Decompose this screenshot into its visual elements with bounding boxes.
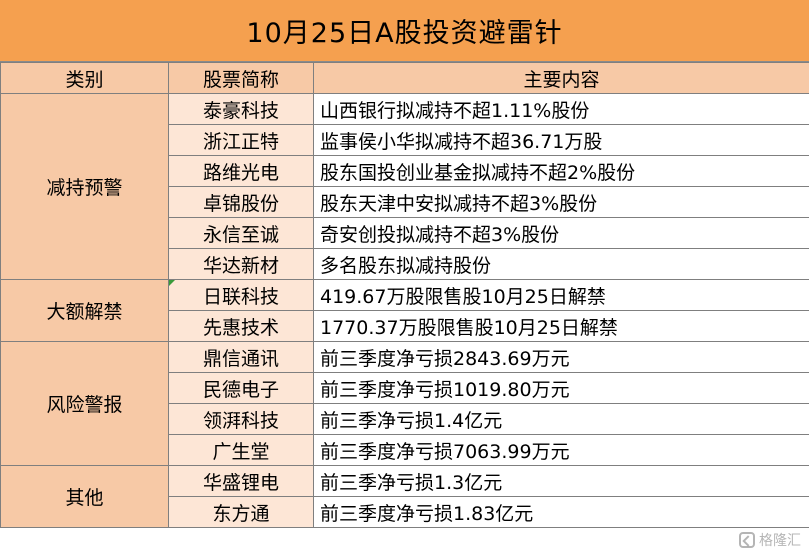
- category-cell: 大额解禁: [0, 279, 169, 342]
- table-row: 华达新材 多名股东拟减持股份: [1, 248, 809, 280]
- watermark-text: 格隆汇: [759, 533, 801, 549]
- table-row: 东方通 前三季度净亏损1.83亿元: [1, 496, 809, 528]
- stock-name-cell: 华盛锂电: [168, 465, 314, 497]
- stock-name-cell: 浙江正特: [168, 124, 314, 156]
- table-row: 民德电子 前三季度净亏损1019.80万元: [1, 372, 809, 404]
- table-row: 先惠技术 1770.37万股限售股10月25日解禁: [1, 310, 809, 342]
- page-title: 10月25日A股投资避雷针: [0, 0, 809, 62]
- content-cell: 股东天津中安拟减持不超3%股份: [313, 186, 809, 218]
- stock-name-cell: 领湃科技: [168, 403, 314, 435]
- table-row: 大额解禁 日联科技 419.67万股限售股10月25日解禁: [0, 279, 809, 342]
- table-row: 领湃科技 前三季净亏损1.4亿元: [1, 403, 809, 435]
- content-cell: 奇安创投拟减持不超3%股份: [313, 217, 809, 249]
- content-cell: 前三季度净亏损1.83亿元: [313, 496, 809, 528]
- stock-name-cell: 华达新材: [168, 248, 314, 280]
- table-row: 卓锦股份 股东天津中安拟减持不超3%股份: [1, 186, 809, 218]
- table-row: 浙江正特 监事侯小华拟减持不超36.71万股: [1, 124, 809, 156]
- stock-name-cell: 东方通: [168, 496, 314, 528]
- stock-name-cell: 民德电子: [168, 372, 314, 404]
- category-cell: 风险警报: [0, 341, 169, 466]
- header-stock: 股票简称: [168, 62, 314, 94]
- category-cell: 减持预警: [0, 93, 169, 280]
- stock-name-cell: 日联科技: [168, 279, 314, 311]
- watermark: 格隆汇: [739, 530, 801, 550]
- table-row: 永信至诚 奇安创投拟减持不超3%股份: [1, 217, 809, 249]
- content-cell: 419.67万股限售股10月25日解禁: [313, 279, 809, 311]
- content-cell: 多名股东拟减持股份: [313, 248, 809, 280]
- table-row: 风险警报 鼎信通讯 前三季度净亏损2843.69万元: [0, 341, 809, 466]
- header-category: 类别: [0, 62, 169, 94]
- stock-name-cell: 泰豪科技: [168, 93, 314, 125]
- stock-name-cell: 先惠技术: [168, 310, 314, 342]
- watermark-logo-icon: [739, 532, 755, 548]
- content-cell: 山西银行拟减持不超1.11%股份: [313, 93, 809, 125]
- stock-name-cell: 路维光电: [168, 155, 314, 187]
- category-cell: 其他: [0, 465, 169, 528]
- content-cell: 前三季度净亏损2843.69万元: [313, 341, 809, 373]
- stock-name-cell: 卓锦股份: [168, 186, 314, 218]
- stock-name-cell: 广生堂: [168, 434, 314, 466]
- content-cell: 前三季净亏损1.4亿元: [313, 403, 809, 435]
- content-cell: 1770.37万股限售股10月25日解禁: [313, 310, 809, 342]
- table-row: 广生堂 前三季度净亏损7063.99万元: [1, 434, 809, 466]
- table-row: 减持预警 泰豪科技 山西银行拟减持不超1.11%股份: [0, 93, 809, 280]
- stock-warning-table: 类别 股票简称 主要内容 减持预警 泰豪科技 山西银行拟减持不超1.11%股份 …: [0, 62, 809, 528]
- content-cell: 股东国投创业基金拟减持不超2%股份: [313, 155, 809, 187]
- header-content: 主要内容: [313, 62, 809, 94]
- stock-name-cell: 永信至诚: [168, 217, 314, 249]
- content-cell: 前三季净亏损1.3亿元: [313, 465, 809, 497]
- stock-name-cell: 鼎信通讯: [168, 341, 314, 373]
- content-cell: 前三季度净亏损7063.99万元: [313, 434, 809, 466]
- table-header-row: 类别 股票简称 主要内容: [0, 62, 809, 94]
- table-row: 路维光电 股东国投创业基金拟减持不超2%股份: [1, 155, 809, 187]
- content-cell: 前三季度净亏损1019.80万元: [313, 372, 809, 404]
- content-cell: 监事侯小华拟减持不超36.71万股: [313, 124, 809, 156]
- table-row: 其他 华盛锂电 前三季净亏损1.3亿元: [0, 465, 809, 528]
